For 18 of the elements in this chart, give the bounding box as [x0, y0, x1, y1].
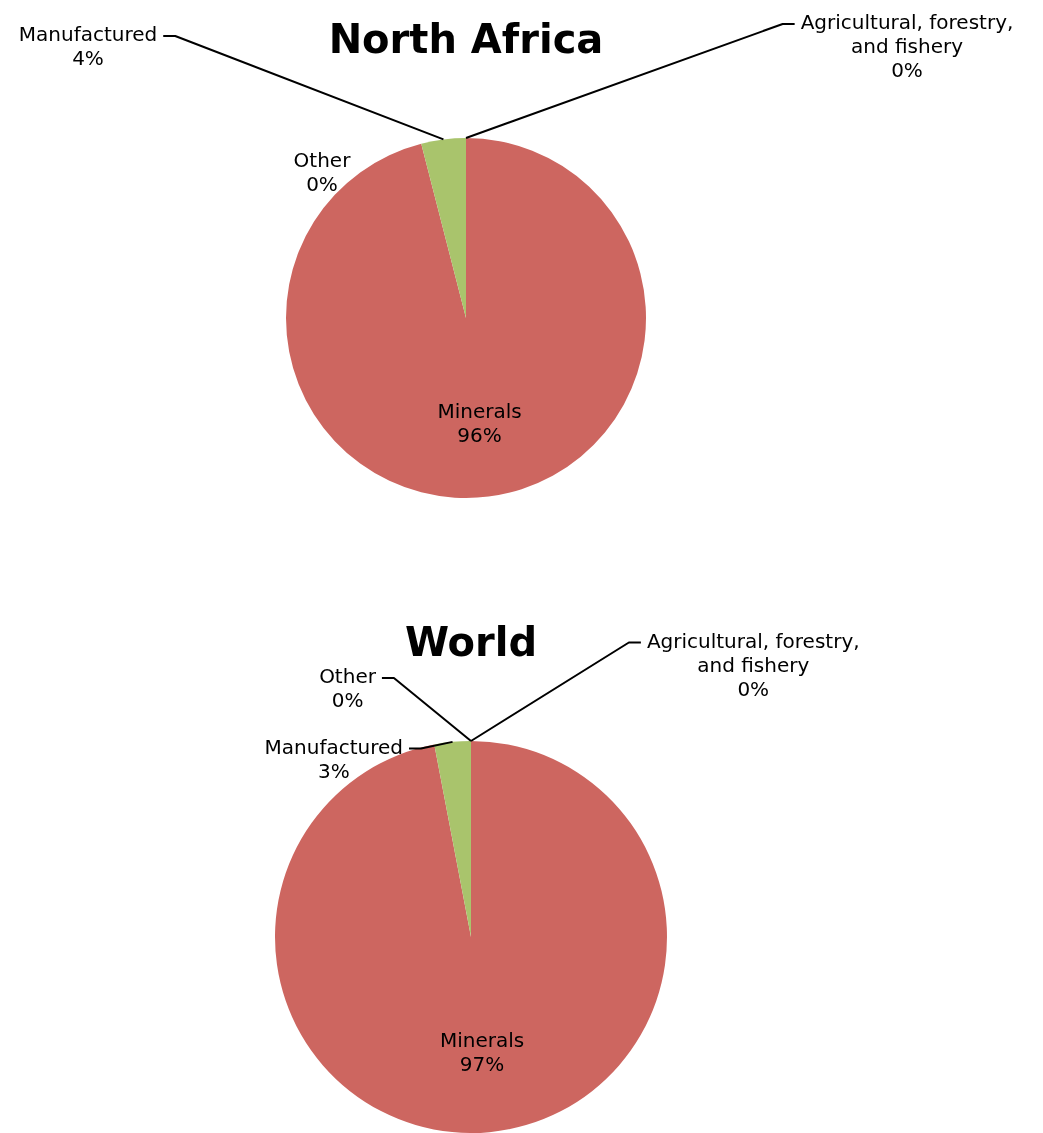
category-label: Agricultural, forestry, and fishery	[646, 628, 860, 677]
category-label: Agricultural, forestry, and fishery	[800, 10, 1014, 59]
data-label: 3%	[317, 758, 350, 783]
text: 0%	[331, 688, 364, 713]
slice-label: Minerals	[437, 399, 522, 424]
slice-label: Manufactured	[18, 22, 158, 47]
chart-title: World	[404, 619, 538, 666]
data-label: 4%	[72, 46, 104, 71]
slice-label: Manufactured	[264, 734, 404, 759]
text: 0%	[737, 676, 770, 701]
data-label: 97%	[459, 1052, 505, 1077]
data-label: 96%	[457, 423, 502, 448]
text: 0%	[306, 172, 338, 197]
slice-label: Minerals	[439, 1028, 525, 1053]
text: 0%	[891, 58, 923, 83]
chart-title: North Africa	[328, 16, 604, 63]
category-label: Other	[293, 148, 351, 173]
category-label: Other	[319, 664, 376, 689]
